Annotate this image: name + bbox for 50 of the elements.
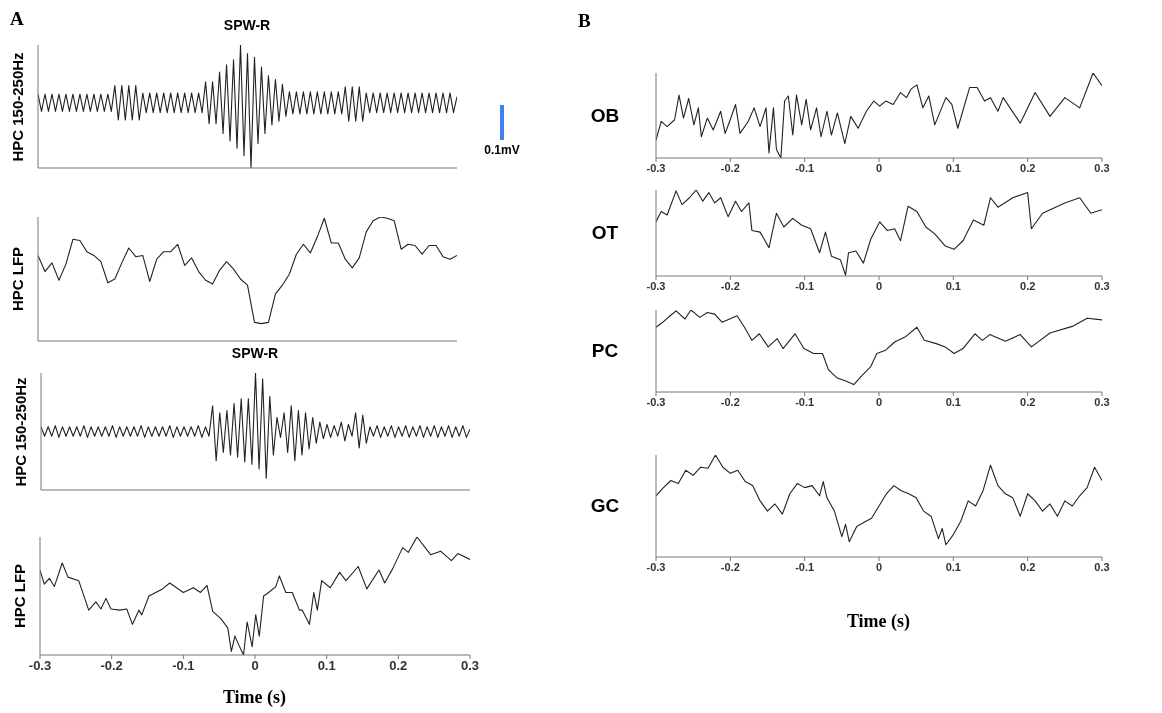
x-tick-label: -0.1	[172, 658, 195, 674]
text: B	[578, 10, 591, 32]
text: 0.1mV	[483, 143, 521, 157]
x-tick-label: 0.3	[1094, 395, 1110, 408]
x-tick-label: -0.2	[720, 161, 740, 174]
y-axis-title: OT	[591, 222, 619, 244]
x-tick-label: 0.2	[1020, 279, 1036, 292]
x-tick-label: 0.2	[1020, 395, 1036, 408]
x-tick-label: 0	[875, 395, 883, 408]
x-tick-label: 0	[251, 658, 259, 674]
x-tick-label: -0.3	[646, 560, 666, 573]
y-axis-title: GC	[590, 495, 620, 517]
x-tick-label: -0.2	[720, 279, 740, 292]
text: A	[10, 8, 24, 30]
x-axis-title: Time (s)	[221, 687, 288, 708]
x-tick-label: 0.1	[945, 161, 961, 174]
x-tick-label: -0.1	[795, 395, 815, 408]
chart-title: SPW-R	[230, 345, 280, 361]
x-tick-label: -0.1	[795, 279, 815, 292]
x-tick-label: 0	[875, 560, 883, 573]
y-axis-title: PC	[591, 340, 619, 362]
x-tick-label: 0.3	[460, 658, 480, 674]
x-tick-label: 0.3	[1094, 560, 1110, 573]
x-tick-label: 0	[875, 161, 883, 174]
x-tick-label: 0.3	[1094, 161, 1110, 174]
x-tick-label: -0.2	[720, 395, 740, 408]
y-axis-title: HPC LFP	[8, 246, 26, 312]
x-tick-label: -0.3	[646, 161, 666, 174]
x-tick-label: -0.2	[100, 658, 123, 674]
y-axis-title: OB	[590, 104, 620, 127]
x-tick-label: -0.3	[28, 658, 52, 674]
y-axis-title: HPC 150-250Hz	[8, 51, 26, 162]
x-tick-label: 0.2	[389, 658, 408, 674]
x-tick-label: 0.2	[1020, 560, 1036, 573]
x-tick-label: 0	[875, 279, 883, 292]
x-tick-label: -0.3	[646, 395, 666, 408]
x-tick-label: -0.1	[795, 560, 815, 573]
x-tick-label: -0.1	[795, 161, 815, 174]
y-axis-title: HPC 150-250Hz	[11, 376, 29, 487]
x-tick-label: 0.1	[945, 560, 961, 573]
x-axis-title: Time (s)	[845, 611, 912, 632]
x-tick-label: 0.1	[945, 395, 961, 408]
x-tick-label: -0.3	[646, 279, 666, 292]
x-tick-label: 0.3	[1094, 279, 1110, 292]
x-tick-label: 0.1	[317, 658, 336, 674]
x-tick-label: 0.2	[1020, 161, 1036, 174]
x-tick-label: 0.1	[945, 279, 961, 292]
chart-title: SPW-R	[222, 17, 272, 33]
x-tick-label: -0.2	[720, 560, 740, 573]
y-axis-title: HPC LFP	[10, 563, 28, 629]
